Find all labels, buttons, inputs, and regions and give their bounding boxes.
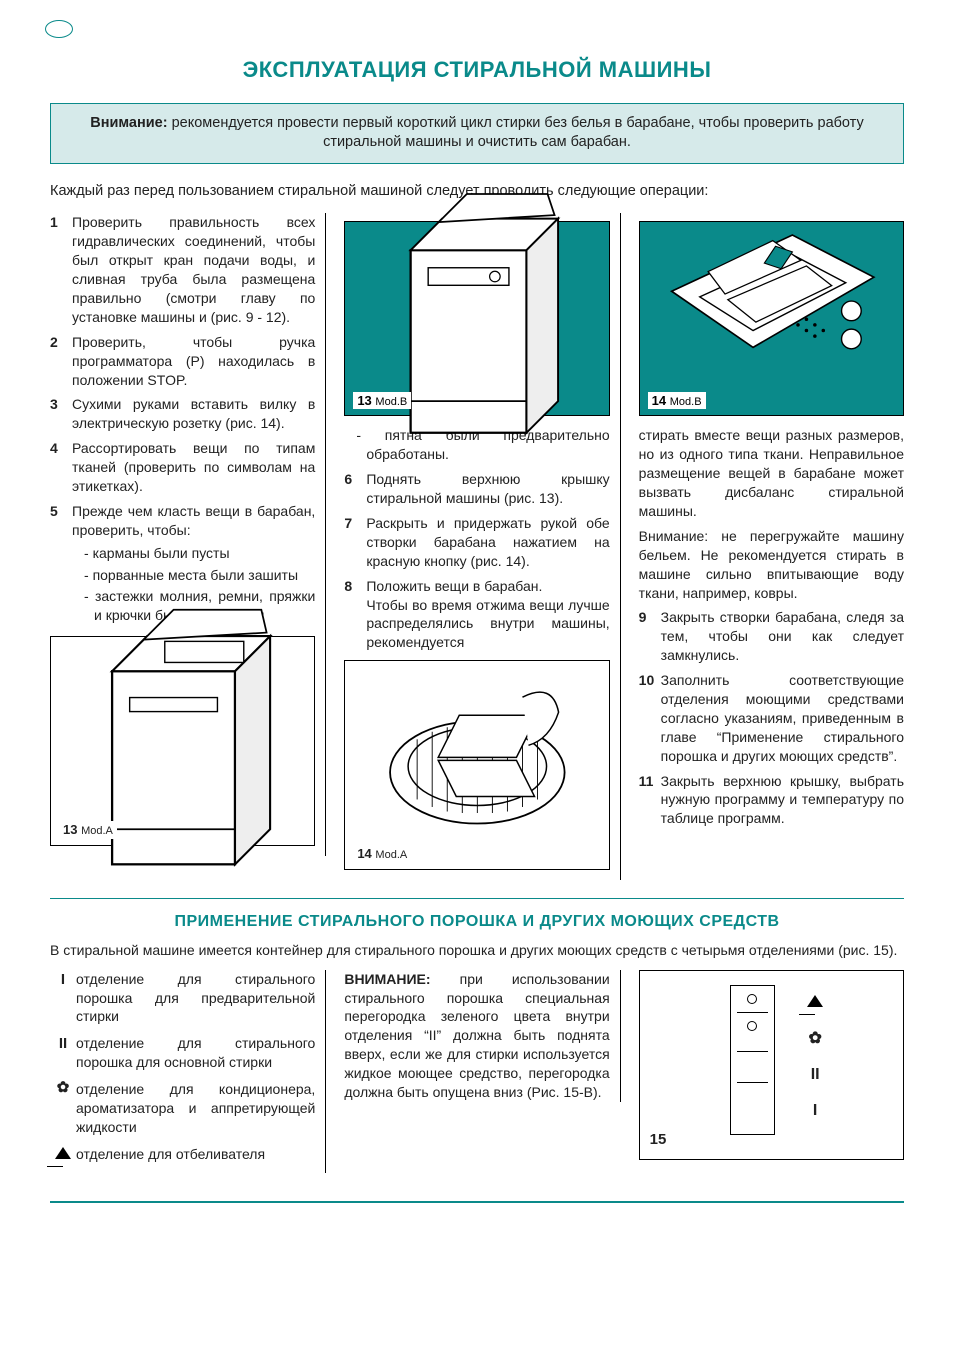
main-three-columns: 1Проверить правильность всех гидравличес…: [50, 213, 904, 880]
warning-label: Внимание:: [90, 115, 167, 131]
header-oval-decor: [45, 20, 73, 38]
attention-label: ВНИМАНИЕ:: [344, 971, 430, 987]
tray-outline: [730, 985, 775, 1135]
detergent-column-3: ✿ II I 15: [633, 970, 904, 1160]
warning-text: рекомендуется провести первый короткий ц…: [172, 115, 864, 151]
step-7: 7Раскрыть и придержать рукой обе створки…: [344, 514, 609, 571]
step-9: 9Закрыть створки барабана, следя за тем,…: [639, 608, 904, 665]
compartment-row-2: II отделение для стирального порошка для…: [50, 1034, 315, 1072]
tray-symbol-triangle: [788, 985, 843, 1021]
tray-symbol-column: ✿ II I: [788, 985, 843, 1135]
compartment-row-4: отделение для отбеливателя: [50, 1145, 315, 1165]
figure-13-mod-a: 13 Mod.A: [50, 636, 315, 846]
compartment-row-1: I отделение для стирального порошка для …: [50, 970, 315, 1027]
column-1: 1Проверить правильность всех гидравличес…: [50, 213, 326, 856]
section-divider: [50, 898, 904, 899]
step-2: 2Проверить, чтобы ручка программатора (P…: [50, 333, 315, 390]
column-2: 13 Mod.B пятна были предварительно обраб…: [338, 213, 620, 880]
step-4: 4Рассортировать вещи по типам тканей (пр…: [50, 439, 315, 496]
step8-continuation-2: Внимание: не перегружайте машину бельем.…: [639, 527, 904, 603]
step-11: 11Закрыть верхнюю крышку, выбрать нужную…: [639, 772, 904, 829]
tray-symbol-two: II: [788, 1057, 843, 1093]
step-6: 6Поднять верхнюю крышку стиральной машин…: [344, 470, 609, 508]
drum-open-perspective-icon: [666, 221, 877, 418]
compartment-symbol-one: I: [50, 970, 76, 1027]
figure-label: 15: [650, 1130, 667, 1150]
step-1: 1Проверить правильность всех гидравличес…: [50, 213, 315, 326]
triangle-icon: [50, 1145, 76, 1165]
figure-label: 13 Mod.B: [353, 392, 411, 410]
detergent-subtitle: ПРИМЕНЕНИЕ СТИРАЛЬНОГО ПОРОШКА И ДРУГИХ …: [50, 911, 904, 933]
figure-13-mod-b: 13 Mod.B: [344, 221, 609, 416]
detergent-three-columns: I отделение для стирального порошка для …: [50, 970, 904, 1173]
tray-symbol-one: I: [788, 1093, 843, 1129]
figure-15-detergent-tray: ✿ II I 15: [639, 970, 904, 1160]
tray-symbol-flower: ✿: [788, 1021, 843, 1057]
detergent-column-1: I отделение для стирального порошка для …: [50, 970, 326, 1173]
figure-14-mod-b: 14 Mod.B: [639, 221, 904, 416]
step5-bullet-1: карманы были пусты: [84, 544, 315, 563]
washing-machine-icon: [372, 187, 583, 450]
page-title: ЭКСПЛУАТАЦИЯ СТИРАЛЬНОЙ МАШИНЫ: [50, 55, 904, 85]
step-8: 8 Положить вещи в барабан. Чтобы во врем…: [344, 577, 609, 653]
footer-rule: [50, 1201, 904, 1203]
warning-box: Внимание: рекомендуется провести первый …: [50, 103, 904, 164]
detergent-column-2: ВНИМАНИЕ: при использовании стирального …: [338, 970, 620, 1102]
compartment-row-3: ✿ отделение для кондиционера, ароматизат…: [50, 1080, 315, 1137]
figure-label: 14 Mod.B: [648, 392, 706, 410]
step5-bullet-2: порванные места были зашиты: [84, 566, 315, 585]
detergent-intro: В стиральной машине имеется контейнер дл…: [50, 941, 904, 960]
figure-label: 13 Mod.A: [59, 821, 117, 839]
washing-machine-icon: [77, 601, 288, 882]
compartment-symbol-two: II: [50, 1034, 76, 1072]
step8-continuation-1: стирать вместе вещи разных размеров, но …: [639, 426, 904, 520]
step-3: 3Сухими руками вставить вилку в электрич…: [50, 395, 315, 433]
figure-14-mod-a: 14 Mod.A: [344, 660, 609, 870]
flower-icon: ✿: [50, 1080, 76, 1137]
drum-open-icon: [372, 652, 583, 878]
column-3: 14 Mod.B стирать вместе вещи разных разм…: [633, 213, 904, 834]
attention-text: при использовании стирального порошка сп…: [344, 971, 609, 1100]
figure-label: 14 Mod.A: [353, 845, 411, 863]
step-10: 10Заполнить соответствующие отделения мо…: [639, 671, 904, 765]
